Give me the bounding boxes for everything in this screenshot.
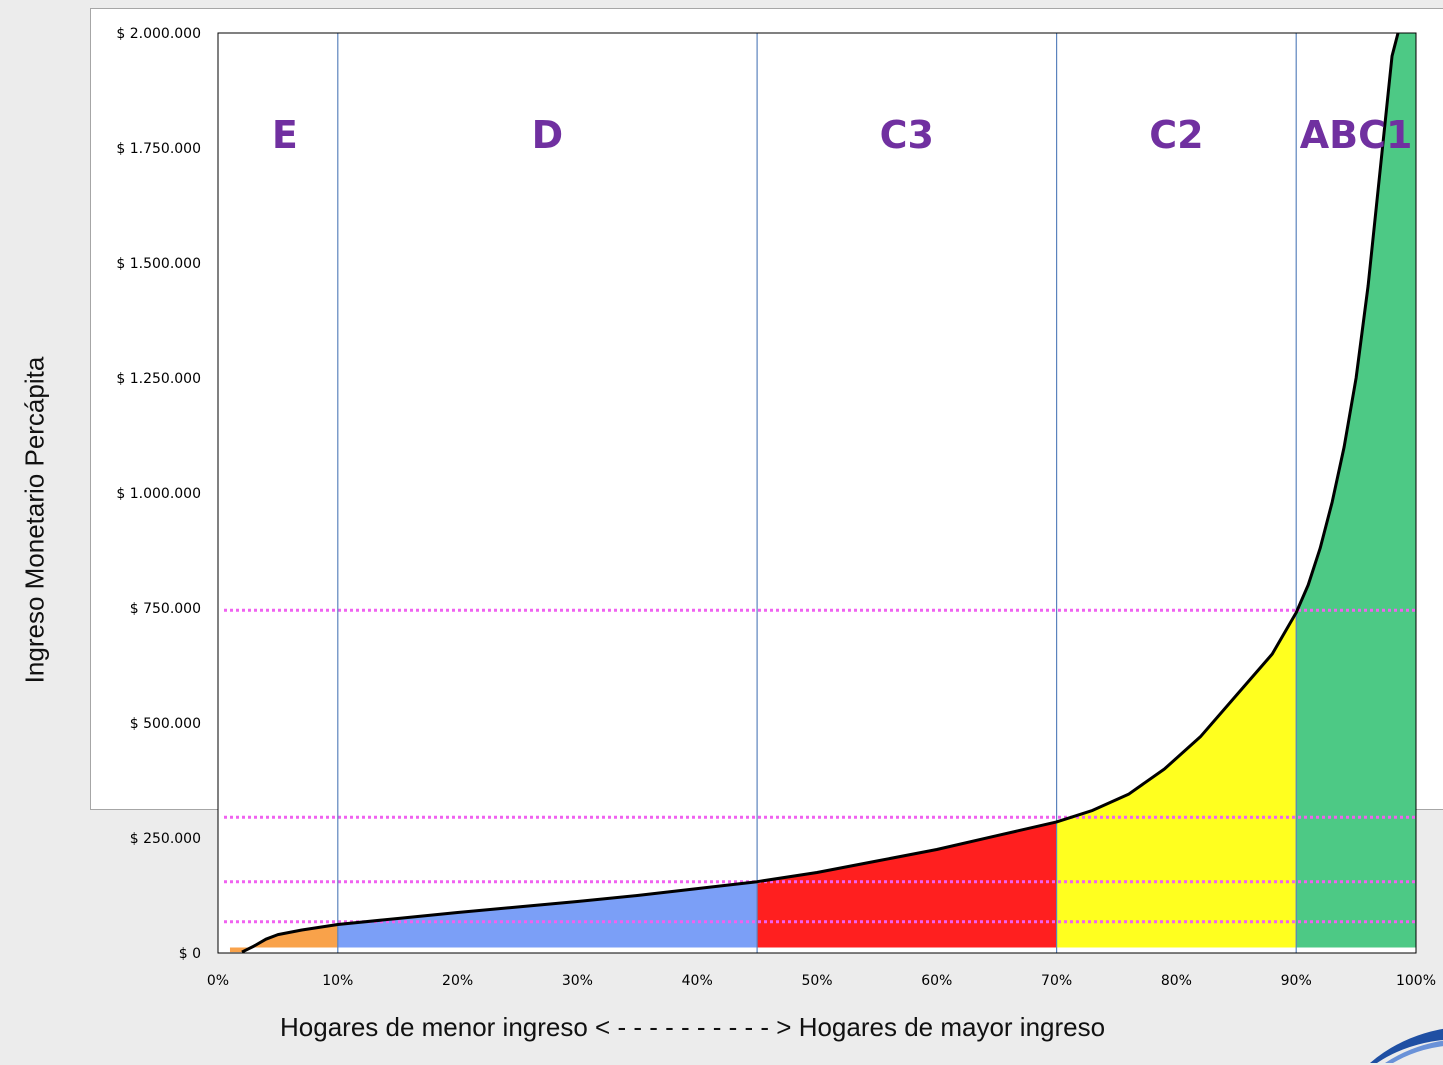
x-tick-label: 0% [207,973,229,989]
segment-area-d [337,881,758,948]
logo-swoosh-icon [1370,1028,1443,1063]
x-axis-title: Hogares de menor ingreso < - - - - - - -… [280,1012,1106,1042]
segment-label-c2: C2 [1149,113,1203,157]
y-axis-title-wrap: Ingreso Monetario Percápita [0,310,70,730]
y-tick-label: $ 750.000 [130,601,201,617]
y-tick-label: $ 1.250.000 [116,371,201,387]
segment-label-abc1: ABC1 [1300,113,1413,157]
y-axis-title: Ingreso Monetario Percápita [19,356,50,684]
x-tick-label: 80% [1161,973,1192,989]
x-tick-label: 10% [322,973,353,989]
x-tick-label: 70% [1041,973,1072,989]
segment-label-c3: C3 [880,113,934,157]
y-tick-label: $ 1.000.000 [116,486,201,502]
x-tick-label: 30% [562,973,593,989]
segment-label-d: D [532,113,564,157]
segment-label-e: E [272,113,298,157]
x-tick-label: 40% [682,973,713,989]
x-tick-label: 60% [921,973,952,989]
y-tick-label: $ 1.750.000 [116,141,201,157]
segment-area-c3 [757,821,1057,948]
x-tick-label: 100% [1396,973,1436,989]
x-tick-label: 20% [442,973,473,989]
y-tick-label: $ 0 [179,946,201,962]
segment-area-abc1 [1296,33,1416,948]
income-curve [241,32,1400,954]
plot-border [217,32,1417,954]
y-tick-label: $ 2.000.000 [116,26,201,42]
x-tick-label: 50% [801,973,832,989]
y-tick-label: $ 500.000 [130,716,201,732]
x-tick-label: 90% [1281,973,1312,989]
y-tick-label: $ 1.500.000 [116,256,201,272]
y-tick-label: $ 250.000 [130,831,201,847]
chart-plot: E D C3 C2 ABC1 $ 0 $ 250.000 $ 500.000 $ 750.000… [116,26,1436,989]
